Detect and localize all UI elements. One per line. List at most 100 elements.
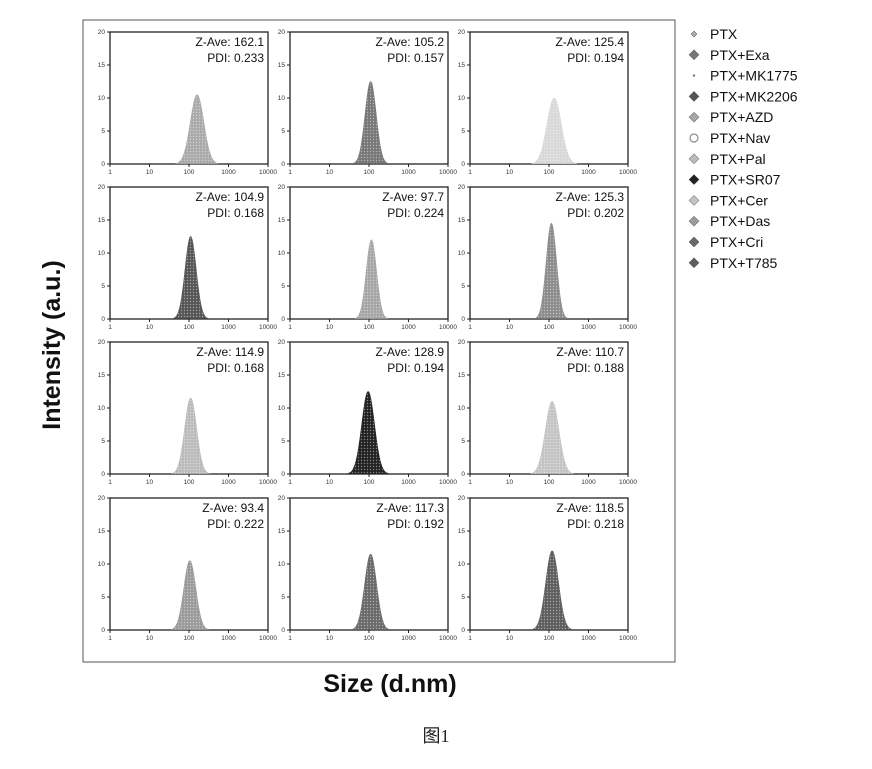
y-tick-label: 10 bbox=[458, 95, 466, 102]
y-tick-label: 20 bbox=[278, 29, 286, 36]
legend-item: PTX+T785 bbox=[689, 255, 778, 271]
y-tick-label: 5 bbox=[461, 283, 465, 290]
y-tick-label: 10 bbox=[98, 405, 106, 412]
x-tick-label: 10 bbox=[506, 324, 514, 331]
y-tick-label: 5 bbox=[461, 438, 465, 445]
x-tick-label: 10000 bbox=[619, 635, 637, 642]
y-tick-label: 10 bbox=[458, 405, 466, 412]
y-tick-label: 5 bbox=[281, 283, 285, 290]
z-ave-label: Z-Ave: 162.1 bbox=[196, 35, 265, 49]
y-axis-title: Intensity (a.u.) bbox=[38, 260, 66, 429]
y-tick-label: 15 bbox=[98, 528, 106, 535]
z-ave-label: Z-Ave: 125.4 bbox=[556, 35, 625, 49]
x-tick-label: 100 bbox=[544, 169, 555, 176]
x-tick-label: 10 bbox=[506, 479, 514, 486]
x-tick-label: 1 bbox=[108, 479, 112, 486]
x-tick-label: 1000 bbox=[401, 479, 416, 486]
z-ave-label: Z-Ave: 97.7 bbox=[382, 190, 444, 204]
x-tick-label: 100 bbox=[184, 635, 195, 642]
y-tick-label: 0 bbox=[101, 161, 105, 168]
y-tick-label: 5 bbox=[281, 128, 285, 135]
panel-5: 05101520110100100010000Z-Ave: 97.7PDI: 0… bbox=[278, 184, 458, 331]
x-tick-label: 10000 bbox=[259, 635, 277, 642]
x-tick-label: 1 bbox=[288, 169, 292, 176]
y-tick-label: 20 bbox=[278, 184, 286, 191]
x-axis-title: Size (d.nm) bbox=[323, 670, 456, 698]
x-tick-label: 100 bbox=[544, 324, 555, 331]
y-tick-label: 15 bbox=[278, 372, 286, 379]
x-tick-label: 1000 bbox=[221, 479, 236, 486]
y-tick-label: 20 bbox=[458, 495, 466, 502]
y-tick-label: 15 bbox=[458, 372, 466, 379]
y-tick-label: 20 bbox=[98, 184, 106, 191]
panel-9: 05101520110100100010000Z-Ave: 110.7PDI: … bbox=[458, 339, 638, 486]
y-tick-label: 0 bbox=[101, 316, 105, 323]
y-tick-label: 0 bbox=[461, 316, 465, 323]
x-tick-label: 100 bbox=[364, 479, 375, 486]
y-tick-label: 15 bbox=[98, 372, 106, 379]
panel-7: 05101520110100100010000Z-Ave: 114.9PDI: … bbox=[98, 339, 278, 486]
x-tick-label: 100 bbox=[544, 479, 555, 486]
y-tick-label: 20 bbox=[98, 495, 106, 502]
legend-item: PTX+Exa bbox=[689, 47, 770, 63]
pdi-label: PDI: 0.194 bbox=[567, 51, 624, 65]
y-tick-label: 15 bbox=[458, 62, 466, 69]
legend-marker bbox=[689, 175, 699, 185]
legend-item: PTX+Cer bbox=[689, 192, 768, 208]
y-tick-label: 0 bbox=[281, 627, 285, 634]
x-tick-label: 1000 bbox=[221, 635, 236, 642]
legend-marker bbox=[693, 74, 695, 76]
y-tick-label: 5 bbox=[101, 128, 105, 135]
legend-item: PTX+MK1775 bbox=[693, 68, 798, 84]
y-tick-label: 10 bbox=[98, 95, 106, 102]
x-tick-label: 10 bbox=[326, 635, 334, 642]
y-tick-label: 10 bbox=[98, 561, 106, 568]
pdi-label: PDI: 0.222 bbox=[207, 517, 264, 531]
x-tick-label: 1000 bbox=[221, 169, 236, 176]
legend-marker bbox=[689, 112, 699, 122]
legend-label: PTX bbox=[710, 26, 738, 42]
pdi-label: PDI: 0.233 bbox=[207, 51, 264, 65]
legend-label: PTX+SR07 bbox=[710, 172, 781, 188]
legend-marker bbox=[689, 91, 699, 101]
y-tick-label: 15 bbox=[458, 217, 466, 224]
legend: PTXPTX+ExaPTX+MK1775PTX+MK2206PTX+AZDPTX… bbox=[689, 26, 798, 271]
y-tick-label: 10 bbox=[278, 405, 286, 412]
z-ave-label: Z-Ave: 110.7 bbox=[556, 345, 624, 359]
legend-label: PTX+T785 bbox=[710, 255, 778, 271]
x-tick-label: 100 bbox=[544, 635, 555, 642]
x-tick-label: 1 bbox=[288, 635, 292, 642]
z-ave-label: Z-Ave: 117.3 bbox=[376, 501, 444, 515]
panel-1: 05101520110100100010000Z-Ave: 162.1PDI: … bbox=[98, 29, 278, 176]
x-tick-label: 10 bbox=[146, 169, 154, 176]
pdi-label: PDI: 0.188 bbox=[567, 361, 624, 375]
legend-label: PTX+Pal bbox=[710, 151, 766, 167]
pdi-label: PDI: 0.202 bbox=[567, 206, 624, 220]
y-tick-label: 20 bbox=[458, 339, 466, 346]
y-tick-label: 15 bbox=[98, 217, 106, 224]
legend-label: PTX+Cer bbox=[710, 192, 768, 208]
pdi-label: PDI: 0.194 bbox=[387, 361, 444, 375]
panel-12: 05101520110100100010000Z-Ave: 118.5PDI: … bbox=[458, 495, 638, 642]
x-tick-label: 1000 bbox=[401, 324, 416, 331]
z-ave-label: Z-Ave: 105.2 bbox=[376, 35, 445, 49]
legend-item: PTX+Pal bbox=[689, 151, 766, 167]
x-tick-label: 1000 bbox=[401, 635, 416, 642]
y-tick-label: 15 bbox=[278, 528, 286, 535]
pdi-label: PDI: 0.168 bbox=[207, 361, 264, 375]
figure-caption: 图1 bbox=[0, 722, 872, 748]
x-tick-label: 1000 bbox=[401, 169, 416, 176]
y-tick-label: 10 bbox=[458, 561, 466, 568]
legend-marker bbox=[689, 195, 699, 205]
x-tick-label: 10000 bbox=[259, 169, 277, 176]
y-tick-label: 0 bbox=[461, 471, 465, 478]
y-tick-label: 20 bbox=[458, 29, 466, 36]
y-tick-label: 10 bbox=[98, 250, 106, 257]
y-tick-label: 5 bbox=[101, 438, 105, 445]
pdi-label: PDI: 0.192 bbox=[387, 517, 444, 531]
y-tick-label: 5 bbox=[281, 438, 285, 445]
x-tick-label: 1000 bbox=[581, 324, 596, 331]
legend-item: PTX+Das bbox=[689, 213, 770, 229]
panel-6: 05101520110100100010000Z-Ave: 125.3PDI: … bbox=[458, 184, 638, 331]
y-tick-label: 15 bbox=[98, 62, 106, 69]
